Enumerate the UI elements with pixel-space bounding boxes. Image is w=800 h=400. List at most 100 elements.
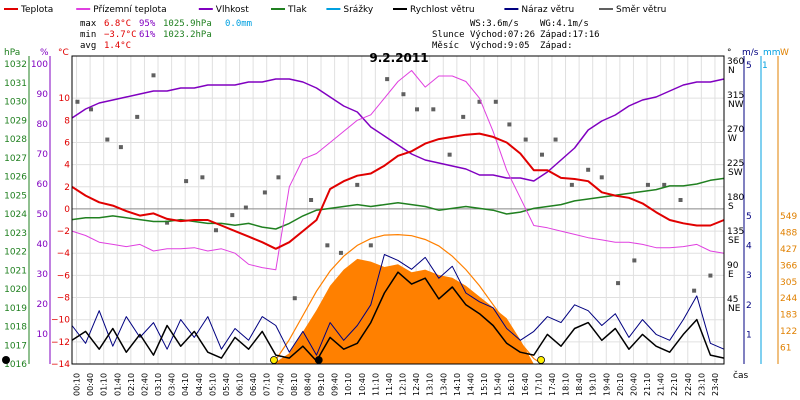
moonset-info: Západ: xyxy=(540,41,573,51)
solar-tick-label: 549 xyxy=(780,212,797,222)
unit-solar: W xyxy=(780,48,789,58)
solar-tick-label: 305 xyxy=(780,278,797,288)
wind-direction-point xyxy=(569,182,574,187)
x-tick-label: 20:40 xyxy=(629,373,638,396)
x-tick-label: 19:10 xyxy=(589,373,598,396)
wind-speed-line xyxy=(71,271,725,362)
x-tick-label: 10:40 xyxy=(358,373,367,396)
wind-direction-point xyxy=(493,99,498,104)
wind-direction-point xyxy=(632,258,637,263)
stat-avg-label: avg xyxy=(80,41,96,51)
x-tick-label: 06:10 xyxy=(236,373,245,396)
x-tick-label: 09:40 xyxy=(331,373,340,396)
x-tick-label: 21:40 xyxy=(657,373,666,396)
legend-label: Náraz větru xyxy=(521,5,574,15)
solar-tick-label: 366 xyxy=(780,261,797,271)
solar-tick-label: 183 xyxy=(780,311,797,321)
wind-direction-point xyxy=(213,228,218,233)
legend-label: Směr větru xyxy=(616,5,666,15)
x-tick-label: 12:10 xyxy=(399,373,408,396)
chart-title: 9.2.2011 xyxy=(369,51,428,65)
wind-direction-point xyxy=(230,213,235,218)
x-tick-label: 20:10 xyxy=(616,373,625,396)
direction-tick-label: 270 xyxy=(727,125,744,135)
wind-direction-point xyxy=(415,107,420,112)
unit-direction: ° xyxy=(727,48,732,58)
x-tick-label: 02:10 xyxy=(127,373,136,396)
stats-block: max 6.8°C 95% 1025.9hPa 0.0mm min −3.7°C… xyxy=(80,19,252,51)
wind-direction-point xyxy=(678,198,683,202)
stat-max-rain: 0.0mm xyxy=(225,19,252,29)
x-tick-label: 15:40 xyxy=(494,373,503,396)
legend-label: Srážky xyxy=(343,5,374,15)
stat-avg-temp: 1.4°C xyxy=(104,41,131,51)
legend-label: Teplota xyxy=(20,5,53,15)
legend-label: Tlak xyxy=(287,5,308,15)
x-tick-label: 06:40 xyxy=(249,373,258,396)
x-tick-label: 10:10 xyxy=(344,373,353,396)
x-tick-label: 04:10 xyxy=(181,373,190,396)
pressure-tick-label: 1017 xyxy=(4,341,27,351)
x-tick-label: 00:40 xyxy=(86,373,95,396)
wind-tick-label: 1 xyxy=(746,330,752,340)
x-tick-label: 05:10 xyxy=(208,373,217,396)
sunset-info: Západ:17:16 xyxy=(540,30,600,40)
wind-direction-point xyxy=(401,92,406,97)
wind-direction-point xyxy=(151,73,156,78)
wind-direction-point xyxy=(692,288,697,293)
wind-tick-label: 2 xyxy=(746,301,752,311)
direction-tick-label: 180 xyxy=(727,193,744,203)
wind-direction-point xyxy=(118,145,123,150)
x-tick-label: 21:10 xyxy=(643,373,652,396)
temp-tick-label: 0 xyxy=(64,205,70,215)
direction-compass-label: S xyxy=(728,202,734,212)
wind-direction-point xyxy=(135,114,140,119)
direction-compass-label: SW xyxy=(728,168,743,178)
wind-tick-label: 3 xyxy=(746,271,752,281)
pressure-tick-label: 1019 xyxy=(4,304,27,314)
moon-label: Měsíc xyxy=(432,41,459,51)
wind-direction-point xyxy=(75,99,80,104)
solar-layer xyxy=(272,233,543,365)
direction-compass-label: NE xyxy=(728,304,741,314)
x-tick-label: 12:40 xyxy=(412,373,421,396)
humidity-tick-label: 70 xyxy=(37,150,49,160)
temperature-line xyxy=(71,132,725,250)
wind-direction-point xyxy=(477,99,482,104)
plot-frame xyxy=(71,55,725,365)
wind-top-tick-label: 5 xyxy=(746,61,752,71)
pressure-tick-label: 1021 xyxy=(4,266,27,276)
wind-speed-info: WS:3.6m/s xyxy=(470,19,519,29)
direction-tick-label: 225 xyxy=(727,159,744,169)
humidity-tick-label: 20 xyxy=(37,300,49,310)
direction-tick-label: 45 xyxy=(727,295,738,305)
wind-direction-point xyxy=(385,77,390,82)
temp-tick-label: −6 xyxy=(57,271,71,281)
x-tick-label: 03:10 xyxy=(154,373,163,396)
temp-tick-label: 8 xyxy=(64,116,70,126)
pressure-tick-label: 1025 xyxy=(4,191,27,201)
pressure-tick-label: 1032 xyxy=(4,60,27,70)
wind-direction-point xyxy=(616,281,621,286)
wind-direction-point xyxy=(89,107,94,112)
wind-direction-point xyxy=(586,167,591,172)
x-tick-label: 22:10 xyxy=(670,373,679,396)
wind-tick-label: 4 xyxy=(746,242,752,252)
temp-tick-label: −10 xyxy=(51,316,70,326)
humidity-tick-label: 50 xyxy=(37,210,49,220)
x-tick-label: 18:10 xyxy=(562,373,571,396)
temp-tick-label: −2 xyxy=(57,227,70,237)
x-tick-label: 19:40 xyxy=(602,373,611,396)
x-tick-label: 07:10 xyxy=(263,373,272,396)
x-tick-label: 02:40 xyxy=(140,373,149,396)
solar-theoretical-curve xyxy=(272,233,543,365)
wind-direction-point xyxy=(645,182,650,187)
humidity-tick-label: 40 xyxy=(37,240,49,250)
pressure-tick-label: 1027 xyxy=(4,154,27,164)
direction-compass-label: SE xyxy=(728,236,740,246)
x-tick-label: 17:40 xyxy=(548,373,557,396)
wind-direction-point xyxy=(662,182,667,187)
temp-tick-label: −14 xyxy=(51,360,70,370)
x-tick-label: 09:10 xyxy=(317,373,326,396)
